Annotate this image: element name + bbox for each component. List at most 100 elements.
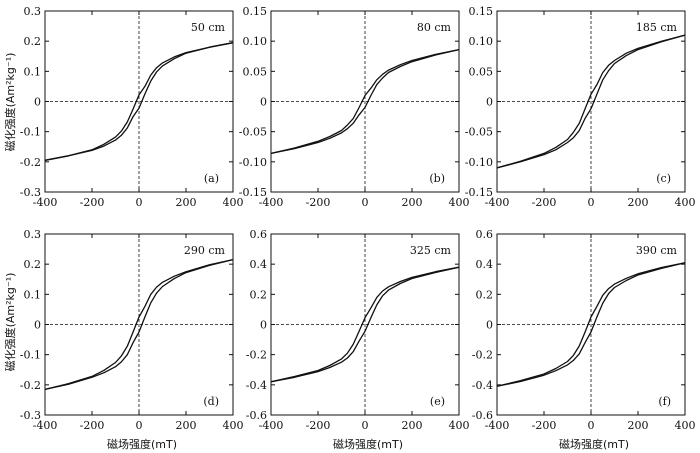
y-tick-label: 0.10 [469, 35, 494, 48]
panel-letter: (b) [429, 172, 445, 185]
y-tick-label: -0.1 [20, 349, 41, 362]
y-tick-label: -0.15 [239, 186, 267, 199]
depth-label: 325 cm [410, 244, 452, 257]
y-tick-label: 0.6 [250, 228, 268, 241]
x-tick-label: -400 [485, 196, 510, 209]
x-tick-label: 0 [136, 419, 143, 432]
panel-letter: (f) [658, 395, 671, 408]
y-tick-label: 0 [34, 96, 41, 109]
x-tick-label: -200 [80, 419, 105, 432]
panel-c: -0.15 -0.10 -0.05 0 0.05 0.10 0.15 -400 -200 0 200… [465, 5, 696, 209]
depth-label: 290 cm [184, 244, 226, 257]
y-tick-label: -0.10 [239, 156, 267, 169]
x-tick-label: -200 [532, 196, 557, 209]
y-tick-label: -0.2 [20, 156, 41, 169]
depth-label: 80 cm [417, 21, 452, 34]
panel-a: -0.3 -0.2 -0.1 0 0.1 0.2 0.3 -400 -200 0 200 400 50 … [20, 5, 244, 209]
x-tick-label: 400 [449, 419, 470, 432]
panel-letter: (a) [204, 172, 219, 185]
loop-ascending-branch [270, 266, 460, 383]
y-tick-label: 0 [34, 319, 41, 332]
y-tick-label: 0.15 [469, 5, 494, 18]
y-tick-label: 0.15 [243, 5, 268, 18]
panel-d: -0.3 -0.2 -0.1 0 0.1 0.2 0.3 -400 -200 0 200 400 290… [20, 228, 244, 432]
loop-descending-branch [496, 262, 686, 387]
x-tick-label: -400 [259, 196, 284, 209]
loop-ascending-branch [44, 42, 234, 161]
y-tick-label: -0.05 [239, 126, 267, 139]
loop-descending-branch [270, 266, 460, 383]
depth-label: 50 cm [191, 21, 226, 34]
y-tick-label: 0.1 [24, 65, 42, 78]
panel-e: -0.6 -0.4 -0.2 0 0.2 0.4 0.6 -400 -200 0 200 400 325… [246, 228, 470, 432]
y-tick-label: 0.05 [469, 65, 494, 78]
x-tick-label: 400 [675, 196, 696, 209]
y-axis-title-bottom: 磁化强度(Am²kg⁻¹) [3, 273, 17, 372]
x-tick-label: 0 [136, 196, 143, 209]
y-tick-label: 0 [486, 319, 493, 332]
x-tick-label: 0 [588, 419, 595, 432]
x-tick-label: -200 [532, 419, 557, 432]
x-tick-label: 0 [362, 419, 369, 432]
panels-layer: -0.3-0.2-0.100.10.20.3-400 -200 0 200 40050 … [20, 5, 696, 432]
y-tick-label: 0.3 [24, 228, 42, 241]
y-tick-label: 0.4 [250, 258, 268, 271]
loop-descending-branch [496, 34, 686, 169]
x-tick-label: 200 [402, 196, 423, 209]
y-tick-label: 0 [260, 96, 267, 109]
y-tick-label: 0.2 [24, 258, 42, 271]
y-tick-label: 0.2 [24, 35, 42, 48]
y-tick-label: 0.05 [243, 65, 268, 78]
loop-ascending-branch [44, 258, 234, 391]
y-tick-label: 0.4 [476, 258, 494, 271]
y-tick-label: -0.6 [246, 409, 267, 422]
x-tick-label: 400 [449, 196, 470, 209]
loop-ascending-branch [496, 262, 686, 387]
y-tick-label: 0 [260, 319, 267, 332]
loop-descending-branch [44, 42, 234, 161]
y-tick-label: -0.2 [472, 349, 493, 362]
y-tick-label: 0.1 [24, 288, 42, 301]
depth-label: 185 cm [636, 21, 678, 34]
y-tick-label: 0.3 [24, 5, 42, 18]
y-tick-label: -0.6 [472, 409, 493, 422]
x-tick-label: 0 [588, 196, 595, 209]
x-tick-label: 200 [402, 419, 423, 432]
y-tick-label: 0.6 [476, 228, 494, 241]
panel-f: -0.6 -0.4 -0.2 0 0.2 0.4 0.6 -400 -200 0 200 400 390… [472, 228, 696, 432]
x-tick-label: -200 [80, 196, 105, 209]
y-tick-label: 0.10 [243, 35, 268, 48]
y-tick-label: -0.10 [465, 156, 493, 169]
x-tick-label: 200 [628, 196, 649, 209]
y-tick-label: 0 [486, 96, 493, 109]
y-axis-title-top: 磁化强度(Am²kg⁻¹) [3, 53, 17, 152]
x-tick-label: 400 [223, 419, 244, 432]
x-axis-title-left: 磁场强度(mT) [107, 437, 177, 451]
y-tick-label: -0.1 [20, 126, 41, 139]
x-axis-title-middle: 磁场强度(mT) [333, 437, 403, 451]
x-tick-label: -200 [306, 419, 331, 432]
x-tick-label: -400 [33, 419, 58, 432]
x-tick-label: -400 [485, 419, 510, 432]
x-tick-label: -200 [306, 196, 331, 209]
y-tick-label: -0.3 [20, 409, 41, 422]
loop-ascending-branch [496, 34, 686, 169]
panel-letter: (c) [656, 172, 671, 185]
y-tick-label: 0.2 [476, 288, 494, 301]
x-tick-label: 200 [628, 419, 649, 432]
panel-b: -0.15 -0.10 -0.05 0 0.05 0.10 0.15 -400 -200 0 200… [239, 5, 470, 209]
loop-descending-branch [44, 258, 234, 391]
panel-letter: (d) [203, 395, 219, 408]
y-tick-label: -0.2 [20, 379, 41, 392]
x-axis-title-right: 磁场强度(mT) [559, 437, 629, 451]
x-tick-label: 200 [176, 419, 197, 432]
y-tick-label: -0.3 [20, 186, 41, 199]
x-tick-label: -400 [259, 419, 284, 432]
loop-descending-branch [270, 48, 460, 155]
y-tick-label: -0.15 [465, 186, 493, 199]
y-tick-label: -0.4 [246, 379, 267, 392]
loop-ascending-branch [270, 48, 460, 155]
y-tick-label: -0.05 [465, 126, 493, 139]
x-tick-label: 400 [675, 419, 696, 432]
